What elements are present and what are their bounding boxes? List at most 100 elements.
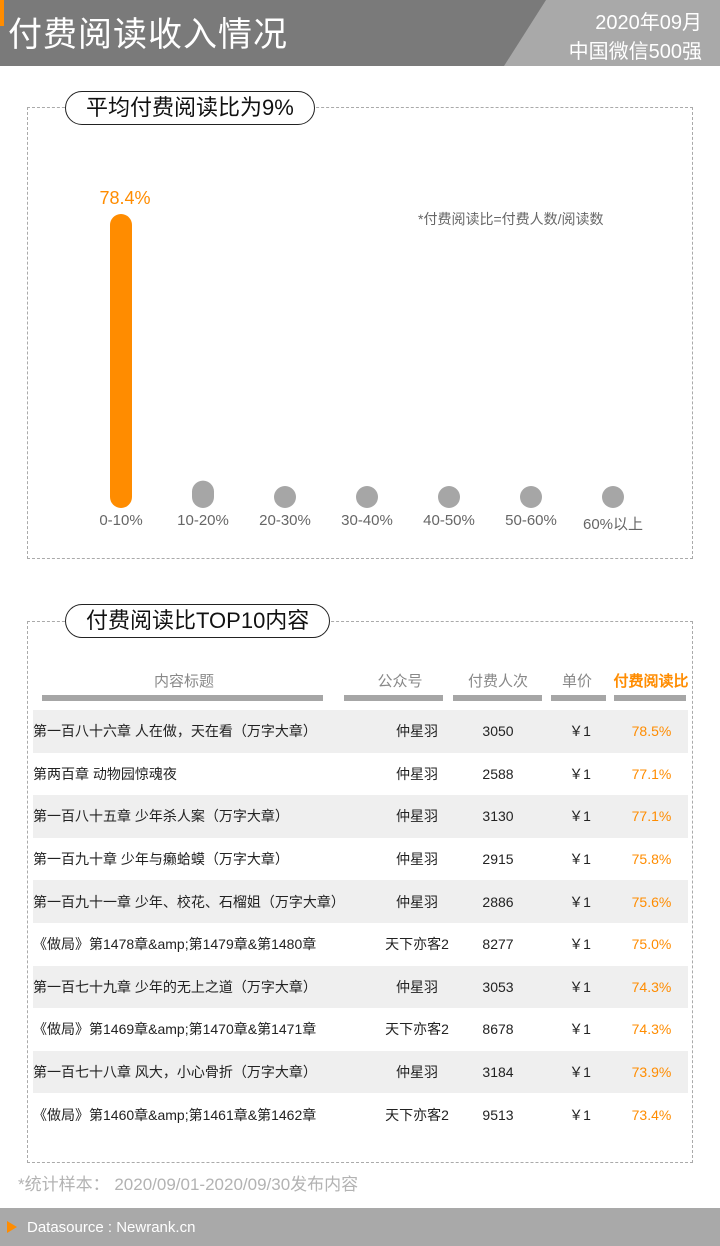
footnote: *统计样本： 2020/09/01-2020/09/30发布内容	[18, 1175, 359, 1194]
data-label: 78.4%	[99, 188, 150, 208]
table-row: 第一百八十五章 少年杀人案（万字大章） 仲星羽 3130 ￥1 77.1%	[33, 795, 688, 838]
table-row: 第一百七十九章 少年的无上之道（万字大章） 仲星羽 3053 ￥1 74.3%	[33, 965, 688, 1009]
column-header-payers: 付费人次	[467, 673, 528, 690]
page-title: 付费阅读收入情况	[8, 16, 288, 54]
row-title: 《做局》第1478章&amp;第1479章&第1480章	[33, 936, 317, 953]
row-payers: 8678	[482, 1021, 514, 1038]
row-price: ￥1	[569, 1064, 591, 1081]
row-ratio: 75.8%	[631, 851, 672, 868]
column-header-bar	[551, 695, 606, 701]
table-row: 《做局》第1469章&amp;第1470章&第1471章 天下亦客2 8678 ￥1 7…	[33, 1008, 688, 1051]
header-date: 2020年09月	[595, 12, 702, 34]
row-payers: 8277	[482, 936, 514, 953]
bar-chart: 0-10% 78.4% 10-20% 20-30% 30-40% 40-50% 50-60%…	[99, 188, 643, 533]
bar-40-50%	[438, 486, 460, 508]
bar-50-60%	[520, 486, 542, 508]
chart-section-title: 平均付费阅读比为9%	[65, 91, 315, 125]
table-row: 第两百章 动物园惊魂夜 仲星羽 2588 ￥1 77.1%	[33, 753, 688, 796]
row-account: 仲星羽	[396, 1064, 438, 1081]
bar-20-30%	[274, 486, 296, 508]
row-title: 第一百八十五章 少年杀人案（万字大章）	[33, 808, 289, 825]
x-tick-label: 0-10%	[99, 512, 142, 529]
row-price: ￥1	[569, 851, 591, 868]
x-tick-label: 20-30%	[259, 512, 311, 529]
column-header-bar	[614, 695, 686, 701]
row-ratio: 77.1%	[631, 808, 672, 825]
play-triangle-icon	[7, 1221, 17, 1233]
header-right-panel	[504, 0, 720, 66]
row-account: 仲星羽	[396, 851, 438, 868]
column-header-price: 单价	[561, 673, 592, 690]
row-ratio: 74.3%	[631, 978, 672, 995]
row-title: 第一百七十九章 少年的无上之道（万字大章）	[33, 978, 317, 995]
column-header-account: 公众号	[377, 673, 423, 690]
column-header-bar	[344, 695, 443, 701]
footer: Datasource : Newrank.cn	[0, 1208, 720, 1246]
column-header-bar	[42, 695, 323, 701]
row-account: 天下亦客2	[385, 1106, 449, 1123]
row-account: 天下亦客2	[385, 936, 449, 953]
row-price: ￥1	[569, 893, 591, 910]
chart-note: *付费阅读比=付费人数/阅读数	[418, 211, 604, 227]
row-ratio: 77.1%	[631, 765, 672, 782]
column-header-bar	[453, 695, 542, 701]
row-payers: 2915	[482, 851, 514, 868]
row-title: 《做局》第1460章&amp;第1461章&第1462章	[33, 1106, 317, 1123]
table-panel	[27, 621, 693, 1163]
row-ratio: 75.6%	[631, 893, 672, 910]
table-row: 《做局》第1478章&amp;第1479章&第1480章 天下亦客2 8277 ￥1 7…	[33, 923, 688, 966]
row-price: ￥1	[569, 936, 591, 953]
bar-10-20%	[192, 480, 214, 508]
row-account: 仲星羽	[396, 893, 438, 910]
row-payers: 3130	[482, 808, 514, 825]
row-title: 《做局》第1469章&amp;第1470章&第1471章	[33, 1021, 317, 1038]
header-banner: 付费阅读收入情况 2020年09月 中国微信500强	[0, 0, 720, 66]
row-price: ￥1	[569, 978, 591, 995]
row-price: ￥1	[569, 1106, 591, 1123]
row-payers: 2886	[482, 893, 514, 910]
x-tick-label: 10-20%	[177, 512, 229, 529]
row-title: 第一百七十八章 风大，小心骨折（万字大章）	[33, 1064, 317, 1081]
table-row: 《做局》第1460章&amp;第1461章&第1462章 天下亦客2 9513 ￥1 7…	[33, 1093, 688, 1136]
row-account: 仲星羽	[396, 723, 438, 740]
row-payers: 3050	[482, 723, 514, 740]
bar-60%以上	[602, 486, 624, 508]
chart-panel	[27, 107, 693, 559]
accent-bar	[0, 0, 4, 26]
row-title: 第一百九十一章 少年、校花、石榴姐（万字大章）	[33, 893, 345, 910]
header-subtitle: 中国微信500强	[568, 41, 702, 63]
x-tick-label: 30-40%	[341, 512, 393, 529]
x-tick-label: 50-60%	[505, 512, 557, 529]
row-ratio: 73.9%	[631, 1064, 672, 1081]
row-account: 天下亦客2	[385, 1021, 449, 1038]
row-payers: 3053	[482, 978, 514, 995]
row-ratio: 73.4%	[631, 1106, 672, 1123]
row-payers: 3184	[482, 1064, 514, 1081]
bar-30-40%	[356, 486, 378, 508]
bar-0-10%	[110, 214, 132, 508]
row-ratio: 78.5%	[631, 723, 672, 740]
column-header-ratio: 付费阅读比	[613, 673, 689, 690]
table-row: 第一百九十一章 少年、校花、石榴姐（万字大章） 仲星羽 2886 ￥1 75.6%	[33, 880, 688, 923]
row-account: 仲星羽	[396, 808, 438, 825]
row-account: 仲星羽	[396, 978, 438, 995]
row-price: ￥1	[569, 723, 591, 740]
row-payers: 9513	[482, 1106, 514, 1123]
row-title: 第一百八十六章 人在做，天在看（万字大章）	[33, 723, 317, 740]
row-title: 第一百九十章 少年与癞蛤蟆（万字大章）	[33, 851, 289, 868]
table-section-title: 付费阅读比TOP10内容	[65, 604, 331, 638]
row-ratio: 74.3%	[631, 1021, 672, 1038]
data-source: Datasource : Newrank.cn	[27, 1219, 196, 1236]
row-ratio: 75.0%	[631, 936, 672, 953]
x-tick-label: 60%以上	[583, 516, 643, 533]
x-tick-label: 40-50%	[423, 512, 475, 529]
row-payers: 2588	[482, 765, 514, 782]
column-header-title: 内容标题	[153, 673, 214, 690]
row-price: ￥1	[569, 1021, 591, 1038]
row-title: 第两百章 动物园惊魂夜	[33, 765, 177, 782]
table-row: 第一百九十章 少年与癞蛤蟆（万字大章） 仲星羽 2915 ￥1 75.8%	[33, 838, 688, 881]
row-account: 仲星羽	[396, 765, 438, 782]
table-row: 第一百八十六章 人在做，天在看（万字大章） 仲星羽 3050 ￥1 78.5%	[33, 710, 688, 753]
row-price: ￥1	[569, 765, 591, 782]
table-row: 第一百七十八章 风大，小心骨折（万字大章） 仲星羽 3184 ￥1 73.9%	[33, 1050, 688, 1094]
